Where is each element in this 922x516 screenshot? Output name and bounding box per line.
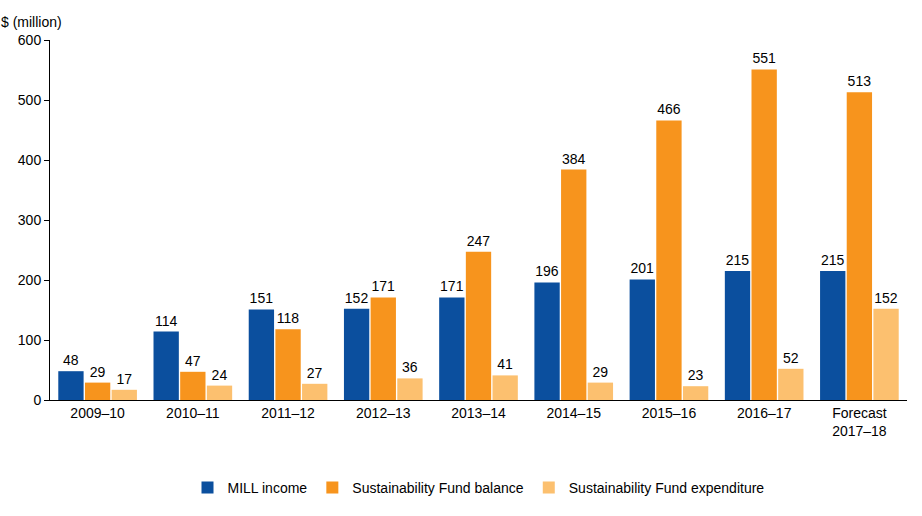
svg-text:Sustainability Fund expenditur: Sustainability Fund expenditure xyxy=(569,480,765,496)
svg-text:Forecast2017–18: Forecast2017–18 xyxy=(832,405,887,439)
svg-text:36: 36 xyxy=(402,359,418,375)
svg-text:2009–10: 2009–10 xyxy=(70,405,125,421)
svg-text:196: 196 xyxy=(535,263,559,279)
svg-text:151: 151 xyxy=(250,290,274,306)
svg-text:2013–14: 2013–14 xyxy=(451,405,506,421)
svg-text:513: 513 xyxy=(848,73,872,89)
svg-text:171: 171 xyxy=(371,278,395,294)
svg-text:400: 400 xyxy=(18,152,42,168)
svg-text:551: 551 xyxy=(752,50,776,66)
svg-text:100: 100 xyxy=(18,332,42,348)
svg-text:200: 200 xyxy=(18,272,42,288)
svg-text:2010–11: 2010–11 xyxy=(166,405,220,421)
svg-text:152: 152 xyxy=(345,290,369,306)
svg-text:27: 27 xyxy=(307,365,323,381)
svg-text:23: 23 xyxy=(688,367,704,383)
svg-text:2012–13: 2012–13 xyxy=(356,405,411,421)
svg-text:152: 152 xyxy=(874,290,898,306)
svg-text:24: 24 xyxy=(212,367,228,383)
svg-text:MILL income: MILL income xyxy=(228,480,308,496)
svg-text:41: 41 xyxy=(497,356,513,372)
svg-text:114: 114 xyxy=(155,313,178,329)
svg-text:Sustainability Fund balance: Sustainability Fund balance xyxy=(352,480,523,496)
svg-text:0: 0 xyxy=(33,392,41,408)
svg-text:2011–12: 2011–12 xyxy=(261,405,315,421)
svg-text:29: 29 xyxy=(592,364,608,380)
svg-text:2016–17: 2016–17 xyxy=(737,405,792,421)
svg-text:52: 52 xyxy=(783,350,799,366)
svg-text:466: 466 xyxy=(657,101,681,117)
svg-text:47: 47 xyxy=(185,353,201,369)
svg-text:$ (million): $ (million) xyxy=(1,14,62,30)
svg-text:600: 600 xyxy=(18,32,42,48)
svg-text:171: 171 xyxy=(440,278,464,294)
svg-text:384: 384 xyxy=(562,151,586,167)
svg-text:2015–16: 2015–16 xyxy=(642,405,697,421)
svg-text:17: 17 xyxy=(116,371,132,387)
svg-text:201: 201 xyxy=(630,260,654,276)
svg-text:247: 247 xyxy=(467,233,491,249)
svg-text:215: 215 xyxy=(821,252,845,268)
svg-text:2014–15: 2014–15 xyxy=(546,405,601,421)
svg-text:118: 118 xyxy=(277,310,300,326)
svg-text:29: 29 xyxy=(90,364,106,380)
svg-text:300: 300 xyxy=(18,212,42,228)
svg-text:215: 215 xyxy=(726,252,750,268)
svg-text:500: 500 xyxy=(18,92,42,108)
svg-text:48: 48 xyxy=(63,352,79,368)
